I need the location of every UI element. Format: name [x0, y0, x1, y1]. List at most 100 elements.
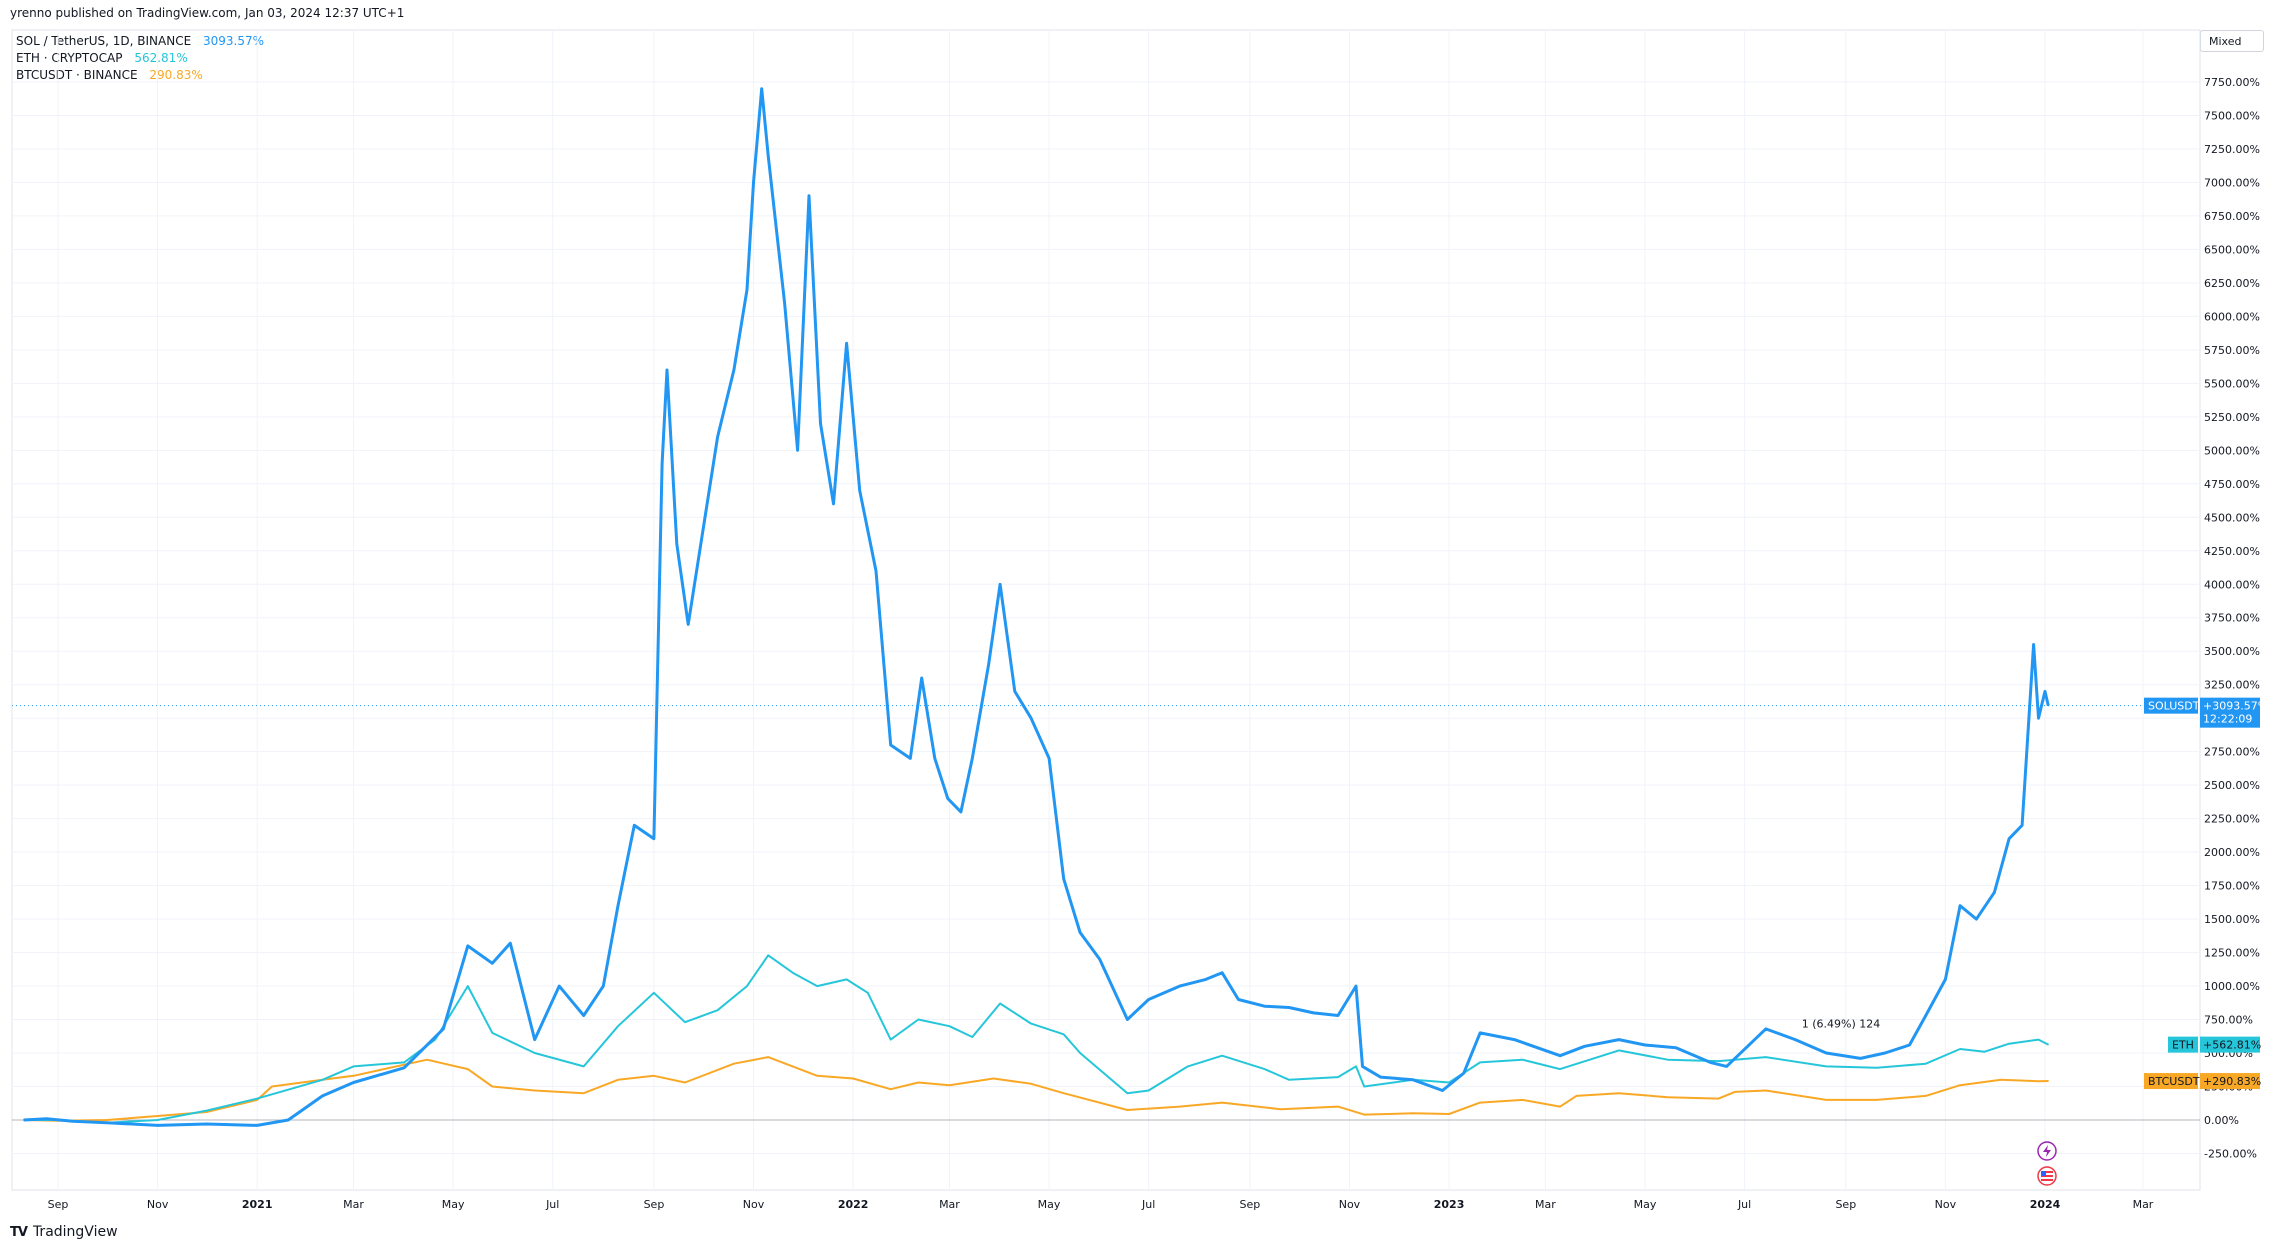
data-point-sol [321, 1095, 324, 1097]
legend-item-btc[interactable]: BTCUSDT · BINANCE 290.83% [16, 67, 264, 84]
x-tick-label: Sep [1240, 1198, 1261, 1211]
data-point-btc [1521, 1099, 1524, 1101]
y-tick-label: 3250.00% [2204, 679, 2260, 692]
data-point-eth [792, 972, 794, 974]
chart-legend: SOL / TetherUS, 1D, BINANCE 3093.57% ETH… [16, 33, 264, 84]
data-point-sol [1221, 972, 1223, 974]
legend-name: ETH · CRYPTOCAP [16, 51, 123, 65]
data-point-sol [934, 757, 936, 760]
data-point-eth [157, 1119, 159, 1121]
data-point-sol [157, 1124, 159, 1126]
data-point-btc [352, 1075, 355, 1077]
legend-item-sol[interactable]: SOL / TetherUS, 1D, BINANCE 3093.57% [16, 33, 264, 50]
y-tick-label: 6250.00% [2204, 277, 2260, 290]
data-point-sol [2037, 717, 2040, 719]
x-tick-label: Mar [1535, 1198, 1556, 1211]
data-point-eth [1079, 1052, 1081, 1054]
y-tick-label: 750.00% [2204, 1014, 2253, 1027]
x-tick-label: 2021 [242, 1198, 273, 1211]
y-tick-label: 5500.00% [2204, 377, 2260, 390]
y-tick-label: 7250.00% [2204, 143, 2260, 156]
y-tick-label: 0.00% [2204, 1114, 2239, 1127]
data-point-sol [583, 1014, 585, 1017]
data-point-sol [733, 369, 735, 371]
data-point-sol [256, 1124, 258, 1126]
data-point-sol [467, 945, 469, 947]
data-point-eth [1667, 1059, 1669, 1061]
data-point-sol [1618, 1039, 1620, 1041]
y-tick-label: 2000.00% [2204, 846, 2260, 859]
data-point-btc [1717, 1098, 1720, 1100]
scale-mode-button[interactable]: Mixed [2200, 30, 2264, 52]
x-tick-label: 2024 [2030, 1198, 2061, 1211]
sol-price-tag: SOLUSDT +3093.57% 12:22:09 [2144, 697, 2268, 728]
data-point-sol [23, 1119, 25, 1121]
data-point-sol [558, 985, 560, 987]
data-point-btc [1765, 1089, 1767, 1092]
data-point-eth [1187, 1065, 1189, 1067]
x-tick-label: Mar [343, 1198, 364, 1211]
data-point-btc [491, 1085, 493, 1088]
data-point-sol [702, 530, 704, 532]
data-point-btc [1221, 1102, 1223, 1104]
x-tick-label: Jul [1141, 1198, 1155, 1211]
data-point-btc [617, 1079, 619, 1081]
tradingview-logo-icon: TV [10, 1224, 28, 1240]
y-tick-label: 5250.00% [2204, 411, 2260, 424]
data-point-sol [1463, 1072, 1465, 1074]
x-tick-label: 2023 [1434, 1198, 1465, 1211]
y-tick-label: 2500.00% [2204, 779, 2260, 792]
data-point-sol [1559, 1055, 1561, 1057]
data-point-sol [832, 503, 835, 505]
series-line-btc [23, 1056, 2049, 1122]
data-point-sol [633, 824, 635, 826]
data-point-eth [321, 1079, 324, 1081]
data-point-sol [1099, 958, 1101, 960]
lightning-icon[interactable] [2037, 1141, 2057, 1161]
y-tick-label: 4750.00% [2204, 478, 2260, 491]
data-point-sol [846, 342, 848, 344]
data-point-btc [917, 1081, 920, 1084]
data-point-btc [1363, 1114, 1365, 1116]
data-point-sol [352, 1081, 355, 1084]
us-flag-icon[interactable] [2037, 1166, 2057, 1186]
data-point-sol [1859, 1057, 1862, 1059]
data-point-sol [999, 583, 1001, 585]
data-point-sol [1205, 978, 1207, 981]
data-point-sol [921, 677, 923, 679]
data-point-sol [617, 905, 619, 907]
data-point-eth [352, 1065, 355, 1067]
data-point-btc [767, 1056, 769, 1058]
data-point-sol [717, 436, 719, 438]
publisher-text: yrenno published on TradingView.com, Jan… [10, 6, 405, 20]
data-point-sol [752, 181, 755, 184]
data-point-sol [971, 757, 973, 760]
data-point-sol [676, 543, 678, 545]
data-point-eth [917, 1018, 920, 1021]
data-point-sol [875, 570, 877, 572]
data-point-sol [661, 463, 663, 465]
y-tick-label: 5750.00% [2204, 344, 2260, 357]
y-tick-label: 2250.00% [2204, 813, 2260, 826]
y-tick-label: 6500.00% [2204, 243, 2260, 256]
data-point-eth [1521, 1059, 1524, 1061]
data-point-sol [909, 757, 911, 760]
data-point-sol [890, 744, 892, 746]
series-line-eth [23, 954, 2049, 1124]
x-tick-label: Nov [743, 1198, 765, 1211]
data-point-eth [403, 1061, 405, 1063]
data-point-sol [2021, 824, 2023, 826]
data-point-sol [509, 942, 511, 944]
legend-item-eth[interactable]: ETH · CRYPTOCAP 562.81% [16, 50, 264, 67]
data-point-sol [746, 289, 748, 291]
y-tick-label: 4500.00% [2204, 511, 2260, 524]
data-point-eth [684, 1021, 686, 1023]
data-point-sol [653, 838, 655, 840]
footer-brand[interactable]: TV TradingView [10, 1224, 118, 1240]
data-point-btc [1734, 1091, 1736, 1093]
data-point-sol [784, 302, 786, 304]
data-point-sol [797, 449, 799, 451]
y-tick-label: 1500.00% [2204, 913, 2260, 926]
data-point-sol [1959, 905, 1961, 907]
